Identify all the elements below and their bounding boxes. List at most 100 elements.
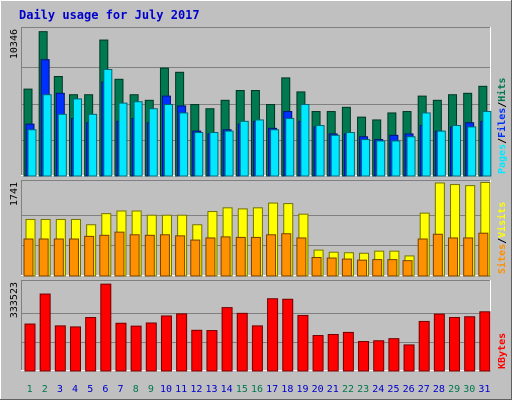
bar-kbytes-day-23 bbox=[358, 341, 370, 372]
bar-kbytes-day-25 bbox=[388, 338, 400, 372]
x-tick-label-day-12: 12 bbox=[190, 384, 202, 395]
bar-pages-day-10 bbox=[163, 104, 173, 177]
bar-sites-day-25 bbox=[387, 259, 398, 277]
x-tick-label-day-22: 22 bbox=[342, 384, 354, 395]
x-tick-label-day-11: 11 bbox=[175, 384, 187, 395]
bar-sites-day-1 bbox=[23, 238, 34, 277]
bar-kbytes-day-15 bbox=[236, 312, 248, 372]
bar-pages-day-2 bbox=[42, 94, 52, 177]
legend-entry-sites: Sites bbox=[496, 244, 508, 274]
bar-sites-day-2 bbox=[38, 238, 49, 277]
bar-pages-day-14 bbox=[224, 130, 234, 177]
legend-entry-visits: Visits bbox=[496, 202, 508, 238]
bar-sites-day-20 bbox=[311, 257, 322, 277]
bar-kbytes-day-10 bbox=[160, 315, 172, 372]
bar-pages-day-23 bbox=[361, 139, 371, 177]
legend-label-hits-files-pages: Pages/Files/Hits bbox=[496, 78, 508, 174]
bar-kbytes-day-9 bbox=[145, 322, 157, 372]
bar-pages-day-13 bbox=[209, 132, 219, 177]
bar-pages-day-19 bbox=[300, 104, 310, 177]
bar-sites-day-8 bbox=[129, 234, 140, 277]
legend-separator: / bbox=[497, 102, 508, 108]
bar-pages-day-11 bbox=[179, 112, 189, 177]
bar-pages-day-16 bbox=[254, 119, 264, 177]
x-tick-label-day-28: 28 bbox=[433, 384, 445, 395]
x-tick-label-day-6: 6 bbox=[102, 384, 108, 395]
bar-pages-day-15 bbox=[239, 120, 249, 177]
legend-entry-hits: Hits bbox=[496, 78, 508, 102]
bar-sites-day-30 bbox=[463, 237, 474, 277]
x-tick-label-day-27: 27 bbox=[418, 384, 430, 395]
bar-kbytes-day-27 bbox=[418, 320, 430, 372]
bar-pages-day-4 bbox=[72, 98, 82, 177]
bar-sites-day-23 bbox=[357, 259, 368, 277]
bar-sites-day-16 bbox=[250, 236, 261, 277]
x-tick-label-day-9: 9 bbox=[148, 384, 154, 395]
bar-sites-day-17 bbox=[266, 234, 277, 277]
bar-kbytes-day-22 bbox=[342, 331, 354, 372]
x-tick-label-day-18: 18 bbox=[281, 384, 293, 395]
bar-kbytes-day-31 bbox=[479, 311, 491, 372]
legend-label-kbytes: KBytes bbox=[497, 333, 508, 369]
x-tick-label-day-8: 8 bbox=[133, 384, 139, 395]
bar-pages-day-26 bbox=[406, 136, 416, 177]
x-tick-label-day-29: 29 bbox=[448, 384, 460, 395]
bar-pages-day-25 bbox=[391, 140, 401, 177]
bar-kbytes-day-19 bbox=[297, 314, 309, 372]
bar-pages-day-22 bbox=[345, 132, 355, 177]
x-tick-label-day-26: 26 bbox=[403, 384, 415, 395]
bar-kbytes-day-2 bbox=[39, 293, 51, 372]
legend-entry-kbytes: KBytes bbox=[497, 333, 508, 369]
x-tick-label-day-3: 3 bbox=[57, 384, 63, 395]
x-tick-label-day-16: 16 bbox=[251, 384, 263, 395]
bar-pages-day-20 bbox=[315, 125, 325, 177]
bar-sites-day-9 bbox=[144, 234, 155, 277]
bar-pages-day-8 bbox=[133, 101, 143, 177]
bar-sites-day-10 bbox=[159, 234, 170, 277]
y-axis-max-label-hits-files-pages: 10346 bbox=[9, 29, 20, 59]
bar-sites-day-15 bbox=[235, 236, 246, 277]
legend-label-visits-sites: Sites/Visits bbox=[496, 202, 508, 274]
bar-kbytes-day-20 bbox=[312, 335, 324, 372]
bar-sites-day-11 bbox=[175, 235, 186, 277]
legend-separator: / bbox=[497, 238, 508, 244]
bar-kbytes-day-5 bbox=[85, 317, 97, 372]
bar-sites-day-29 bbox=[448, 237, 459, 277]
x-tick-label-day-4: 4 bbox=[72, 384, 78, 395]
bar-sites-day-28 bbox=[432, 233, 443, 277]
bar-kbytes-day-14 bbox=[221, 307, 233, 372]
bar-sites-day-12 bbox=[190, 239, 201, 277]
x-tick-label-day-23: 23 bbox=[357, 384, 369, 395]
bar-pages-day-12 bbox=[194, 132, 204, 177]
bar-sites-day-18 bbox=[281, 233, 292, 277]
bar-pages-day-3 bbox=[57, 113, 67, 177]
bar-pages-day-24 bbox=[376, 140, 386, 177]
bar-kbytes-day-11 bbox=[176, 313, 188, 372]
bar-sites-day-4 bbox=[68, 238, 79, 277]
y-axis-max-label-kbytes: 333523 bbox=[9, 282, 20, 318]
bar-pages-day-21 bbox=[330, 134, 340, 177]
bar-sites-day-3 bbox=[53, 238, 64, 277]
bar-sites-day-24 bbox=[372, 259, 383, 277]
bar-sites-day-13 bbox=[205, 237, 216, 277]
bar-kbytes-day-30 bbox=[464, 316, 476, 372]
chart-title: Daily usage for July 2017 bbox=[19, 8, 200, 22]
x-tick-label-day-13: 13 bbox=[205, 384, 217, 395]
bar-pages-day-5 bbox=[88, 113, 98, 177]
x-tick-label-day-25: 25 bbox=[387, 384, 399, 395]
x-tick-label-day-15: 15 bbox=[236, 384, 248, 395]
bar-sites-day-26 bbox=[402, 260, 413, 277]
x-tick-label-day-17: 17 bbox=[266, 384, 278, 395]
bar-pages-day-17 bbox=[270, 129, 280, 177]
bar-kbytes-day-16 bbox=[251, 325, 263, 372]
x-tick-label-day-14: 14 bbox=[221, 384, 233, 395]
bar-pages-day-29 bbox=[452, 125, 462, 177]
bar-kbytes-day-21 bbox=[327, 333, 339, 372]
bar-pages-day-18 bbox=[285, 118, 295, 177]
bar-pages-day-1 bbox=[27, 129, 37, 177]
x-tick-label-day-10: 10 bbox=[160, 384, 172, 395]
bar-sites-day-27 bbox=[417, 238, 428, 277]
x-tick-label-day-19: 19 bbox=[296, 384, 308, 395]
